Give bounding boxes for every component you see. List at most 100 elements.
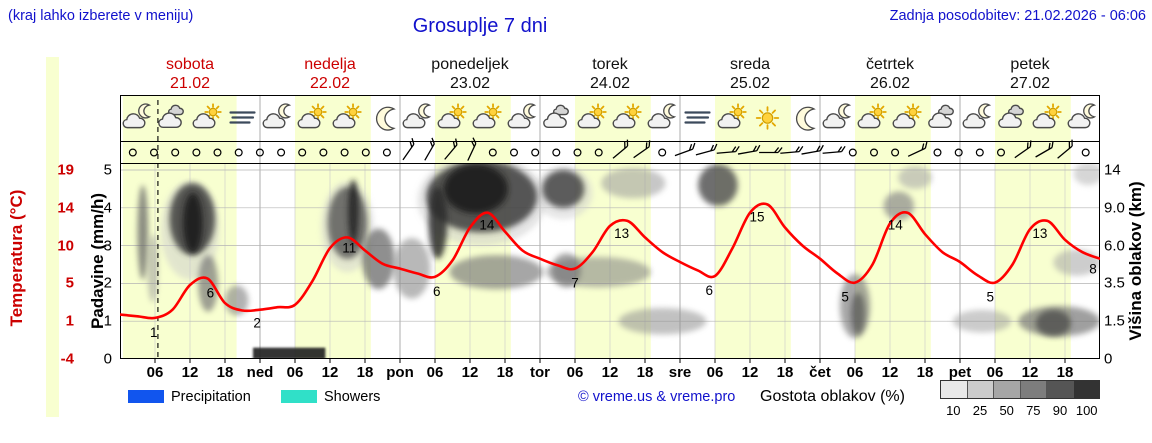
wind-barb-icon	[907, 141, 928, 157]
wind-calm-icon	[150, 148, 159, 157]
temp-value-label: 6	[207, 286, 215, 301]
day-name: petek	[1010, 56, 1050, 73]
wind-barb-icon	[674, 142, 696, 157]
day-date: 22.02	[309, 75, 351, 92]
page-title: Grosuplje 7 dni	[412, 15, 548, 37]
density-segment	[1046, 381, 1073, 398]
wind-calm-icon	[234, 148, 243, 157]
temp-value-label: 11	[342, 240, 356, 255]
wind-calm-icon	[531, 148, 540, 157]
day-date: 25.02	[729, 75, 771, 92]
temperature-curve	[120, 202, 1100, 320]
wind-icon	[684, 111, 711, 124]
moon-icon	[375, 106, 396, 131]
precip-tick: 2	[103, 274, 112, 292]
wind-calm-icon	[975, 148, 984, 157]
x-axis-label: čet	[809, 364, 831, 381]
day-heading: sobota 21.02	[125, 55, 255, 93]
wind-calm-icon	[658, 148, 667, 157]
precipitation-legend-label: Precipitation	[171, 389, 251, 405]
sun-cloud-icon	[472, 103, 502, 129]
cloud-height-tick: 1.5	[1104, 312, 1125, 330]
last-update: Zadnja posodobitev: 21.02.2026 - 06:06	[889, 8, 1146, 24]
day-name: sobota	[165, 56, 215, 73]
credit-link[interactable]: © vreme.us & vreme.pro	[578, 389, 736, 405]
density-tick: 100	[1075, 403, 1098, 418]
cloud-height-tick: 3.5	[1104, 274, 1125, 292]
temp-tick: 14	[57, 199, 74, 217]
wind-barb-icon	[1035, 141, 1054, 158]
cloud-moon-icon	[262, 103, 292, 129]
wind-calm-icon	[869, 148, 878, 157]
x-axis-label: 12	[461, 364, 479, 381]
cloud-height-tick: 6.0	[1104, 237, 1125, 255]
density-tick: 75	[1026, 403, 1041, 418]
wind-calm-icon	[298, 148, 307, 157]
day-name: ponedeljek	[431, 56, 509, 73]
temp-value-label: 1	[150, 325, 158, 340]
cloud-icon	[998, 104, 1024, 129]
wind-calm-icon	[255, 148, 264, 157]
wind-barb-icon	[612, 139, 629, 159]
cloud-moon-icon	[1067, 103, 1097, 129]
moon-icon	[795, 106, 816, 131]
cloud-moon-icon	[507, 103, 537, 129]
day-date: 21.02	[169, 75, 211, 92]
wind-calm-icon	[382, 148, 391, 157]
wind-calm-icon	[340, 148, 349, 157]
precip-tick: 1	[103, 312, 112, 330]
cloud-height-tick: 0	[1104, 350, 1113, 368]
cloud-moon-icon	[822, 103, 852, 129]
x-axis-label: 12	[601, 364, 619, 381]
cloud-icon	[928, 104, 954, 129]
density-tick: 90	[1052, 403, 1068, 418]
x-axis-label: 18	[216, 364, 234, 381]
temp-value-label: 7	[571, 276, 579, 291]
wind-barb-icon	[1014, 140, 1032, 159]
wind-calm-icon	[848, 148, 857, 157]
wind-barb-icon	[1057, 139, 1073, 159]
precip-tick: 4	[103, 199, 112, 217]
x-axis-label: 18	[916, 364, 934, 381]
x-axis-label: pon	[386, 364, 414, 381]
wind-barb-icon	[467, 137, 477, 161]
precip-tick: 5	[103, 161, 112, 179]
temp-value-label: 2	[253, 316, 261, 331]
cloud-icon	[158, 104, 184, 129]
wind-calm-icon	[996, 148, 1005, 157]
cloud-height-tick: 14	[1104, 161, 1121, 179]
x-axis-label: 18	[1056, 364, 1074, 381]
density-segment	[993, 381, 1020, 398]
temp-tick: 19	[57, 161, 74, 179]
wind-barb-icon	[424, 137, 435, 161]
wind-calm-icon	[891, 148, 900, 157]
temp-value-label: 6	[433, 284, 441, 299]
day-date: 27.02	[1009, 75, 1051, 92]
wind-calm-icon	[552, 148, 561, 157]
daylight-bands	[122, 95, 1071, 359]
day-name: torek	[592, 56, 628, 73]
x-axis-label: 12	[1021, 364, 1039, 381]
precipitation-swatch	[128, 390, 164, 403]
wind-calm-icon	[573, 148, 582, 157]
location-hint: (kraj lahko izberete v meniju)	[8, 8, 194, 24]
sun-cloud-icon	[857, 103, 887, 129]
wind-barb-icon	[801, 144, 824, 155]
cloud-layer	[137, 163, 1100, 359]
wind-barb-icon	[633, 140, 651, 159]
wind-barb-icon	[716, 145, 740, 154]
wind-barb-icon	[759, 147, 783, 154]
density-tick: 10	[946, 403, 961, 418]
day-date: 23.02	[449, 75, 491, 92]
x-axis-label: sre	[668, 364, 692, 381]
low-cloud-bar	[253, 347, 326, 359]
temp-value-label: 14	[479, 218, 495, 233]
x-axis-label: ned	[246, 364, 274, 381]
density-segment	[966, 381, 993, 398]
x-axis-label: 18	[636, 364, 654, 381]
sun-icon	[755, 106, 780, 130]
cloud-height-tick: 9.0	[1104, 199, 1125, 217]
wind-calm-icon	[319, 148, 328, 157]
wind-calm-icon	[594, 148, 603, 157]
cloud-moon-icon	[647, 103, 677, 129]
